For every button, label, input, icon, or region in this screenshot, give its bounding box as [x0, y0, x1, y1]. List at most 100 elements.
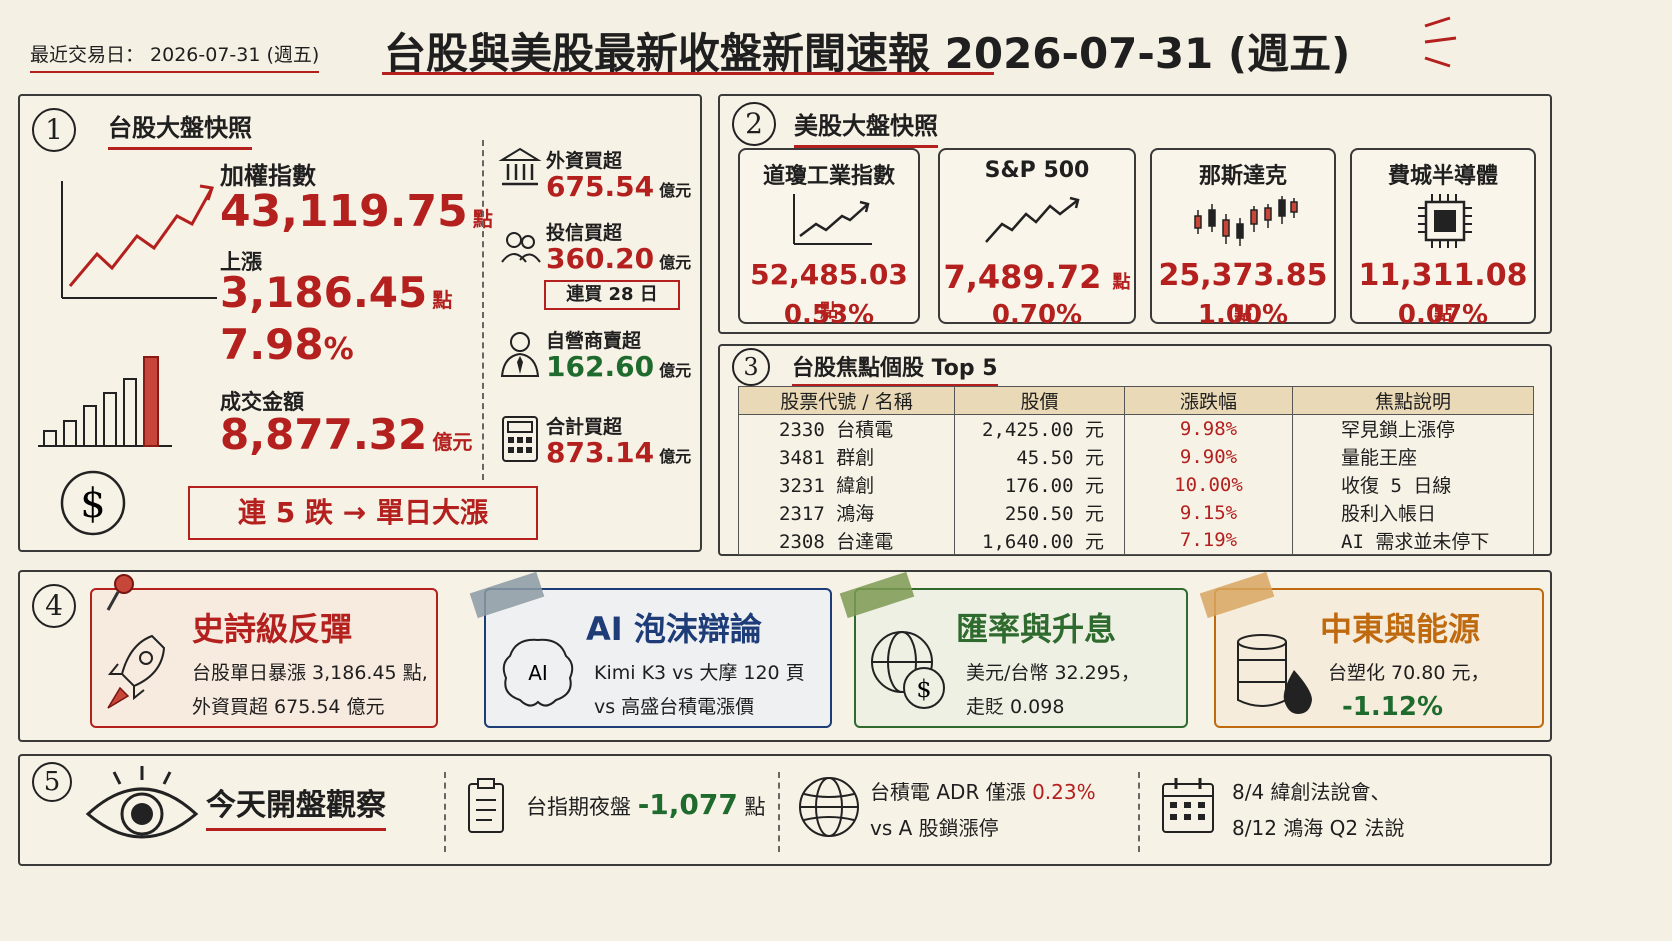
change-label: 上漲 — [220, 250, 262, 274]
stock-code: 3481 群創 — [738, 442, 955, 471]
flow-unit-total: 億元 — [659, 447, 692, 466]
card-value: 7,489.72 — [943, 258, 1102, 296]
rocket-icon — [107, 634, 166, 709]
card-value-row: 11,311.08 點 — [1352, 258, 1534, 328]
focus-stocks-panel: 3 台股焦點個股 Top 5 股票代號 / 名稱 股價 漲跌幅 焦點說明 233… — [718, 344, 1552, 556]
card-name: 費城半導體 — [1387, 164, 1498, 189]
section-number: 3 — [732, 348, 770, 386]
card-pct: 0.07% — [1397, 300, 1489, 330]
stock-price: 1,640.00 元 — [954, 526, 1125, 555]
stock-note: AI 需求並未停下 — [1292, 526, 1534, 555]
futures-night-label: 台指期夜盤 — [526, 795, 638, 819]
futures-night-row: 台指期夜盤 -1,077 點 — [526, 788, 766, 821]
stock-change: 10.00% — [1124, 470, 1293, 499]
globe-dollar-icon: $ — [871, 631, 945, 709]
stock-code: 2330 台積電 — [738, 414, 955, 443]
events-line1: 8/4 緯創法說會、 — [1232, 780, 1391, 804]
candlestick-icon — [1194, 196, 1298, 246]
flow-value-row-trust: 360.20 億元 — [546, 242, 691, 275]
flow-unit-dealer: 億元 — [659, 361, 692, 380]
card-name: 道瓊工業指數 — [762, 164, 895, 189]
table-row: 2330 台積電 2,425.00 元 9.98% 罕見鎖上漲停 — [738, 414, 1534, 443]
card-value-row: 25,373.85 點 — [1152, 258, 1334, 328]
change-unit: 點 — [432, 288, 453, 312]
us-card-sox: 費城半導體 11,311.08 點 0.07% — [1350, 148, 1536, 330]
stock-price: 45.50 元 — [954, 442, 1125, 471]
card-value: 52,485.03 — [750, 258, 908, 291]
topic-line1: Kimi K3 vs 大摩 120 頁 — [594, 662, 805, 684]
flow-value-foreign: 675.54 — [546, 170, 655, 203]
topics-panel: 4 史詩級反彈 台股單日暴漲 3,186.45 點, 外資買超 675.54 億… — [18, 570, 1552, 742]
change-pct-row: 7.98% — [220, 320, 354, 369]
section-title: 台股焦點個股 Top 5 — [792, 350, 998, 387]
page-title: 台股與美股最新收盤新聞速報 2026-07-31 (週五) — [384, 29, 1351, 78]
card-value: 25,373.85 — [1158, 258, 1328, 293]
turnover-unit: 億元 — [432, 430, 473, 454]
dollar-coin-icon: $ — [60, 470, 126, 536]
topic-line2: -1.12% — [1342, 692, 1443, 722]
bar-chart-icon — [38, 356, 172, 447]
topic-card-ai: AI 泡沫辯論 AI Kimi K3 vs 大摩 120 頁 vs 高盛台積電漲… — [469, 571, 832, 728]
topic-card-fx: 匯率與升息 $ 美元/台幣 32.295， 走貶 0.098 — [839, 571, 1188, 728]
clipboard-icon — [468, 778, 504, 833]
flow-label-trust: 投信買超 — [546, 222, 623, 244]
card-pct: 1.00% — [1197, 300, 1289, 330]
stock-change: 9.15% — [1124, 498, 1293, 527]
pct-sign: % — [323, 332, 354, 367]
card-pct: 0.53% — [783, 300, 875, 330]
futures-night-value: -1,077 — [637, 788, 738, 821]
svg-text:$: $ — [916, 675, 931, 703]
bank-icon — [498, 147, 542, 186]
section-number: 2 — [732, 102, 776, 146]
topic-title: 匯率與升息 — [956, 610, 1117, 648]
flow-label-total: 合計買超 — [546, 416, 623, 438]
flow-label-dealer: 自營商賣超 — [546, 330, 642, 352]
stock-note: 罕見鎖上漲停 — [1292, 414, 1534, 443]
us-market-panel: 2 美股大盤快照 道瓊工業指數 52,485.03 點 0.53% S&P 50… — [718, 94, 1552, 334]
card-value: 11,311.08 — [1358, 258, 1528, 293]
section-number: 1 — [32, 108, 76, 152]
adr-pct: 0.23% — [1032, 780, 1096, 804]
flow-value-row-total: 873.14 億元 — [546, 436, 691, 469]
trend-up-icon — [985, 196, 1080, 243]
turnover-value-row: 8,877.32 億元 — [220, 410, 472, 459]
turnover-label: 成交金額 — [220, 390, 304, 414]
topic-line2: 外資買超 675.54 億元 — [192, 696, 385, 718]
flow-value-dealer: 162.60 — [546, 350, 655, 383]
svg-text:AI: AI — [528, 661, 548, 685]
col-header: 焦點說明 — [1292, 386, 1534, 415]
table-row: 2317 鴻海 250.50 元 9.15% 股利入帳日 — [738, 498, 1534, 527]
change-value: 3,186.45 — [220, 268, 428, 317]
col-header: 漲跌幅 — [1124, 386, 1293, 415]
businessman-icon — [500, 332, 540, 377]
card-unit: 點 — [1434, 304, 1452, 325]
svg-text:$: $ — [80, 481, 105, 527]
globe-icon — [799, 777, 859, 837]
ai-brain-icon: AI — [502, 638, 574, 707]
stock-change: 7.19% — [1124, 526, 1293, 555]
topic-card-rebound: 史詩級反彈 台股單日暴漲 3,186.45 點, 外資買超 675.54 億元 — [90, 574, 438, 728]
stock-code: 2317 鴻海 — [738, 498, 955, 527]
adr-text: 台積電 ADR 僅漲 — [870, 780, 1033, 804]
calendar-icon — [1162, 778, 1214, 833]
card-value-row: 7,489.72 點 — [940, 258, 1134, 296]
index-value-row: 43,119.75 點 — [220, 186, 493, 237]
divider — [778, 772, 780, 852]
stock-change: 9.98% — [1124, 414, 1293, 443]
tape-decoration — [1199, 571, 1275, 619]
trust-streak-badge: 連買 28 日 — [544, 280, 680, 310]
table-row: 2308 台達電 1,640.00 元 7.19% AI 需求並未停下 — [738, 526, 1534, 555]
table-header-row: 股票代號 / 名稱 股價 漲跌幅 焦點說明 — [738, 386, 1534, 415]
stock-code: 2308 台達電 — [738, 526, 955, 555]
col-header: 股價 — [954, 386, 1125, 415]
oil-barrel-icon — [1237, 634, 1312, 714]
stock-price: 2,425.00 元 — [954, 414, 1125, 443]
card-pct: 0.70% — [991, 300, 1083, 330]
section-number: 5 — [32, 762, 72, 802]
topic-line1: 台股單日暴漲 3,186.45 點, — [192, 662, 428, 684]
topic-card-energy: 中東與能源 台塑化 70.80 元， -1.12% — [1199, 571, 1544, 728]
section-title: 今天開盤觀察 — [206, 780, 386, 831]
flow-value-row-foreign: 675.54 億元 — [546, 170, 691, 203]
topic-title: 中東與能源 — [1320, 610, 1481, 648]
adr-line2: vs A 股鎖漲停 — [870, 816, 999, 840]
